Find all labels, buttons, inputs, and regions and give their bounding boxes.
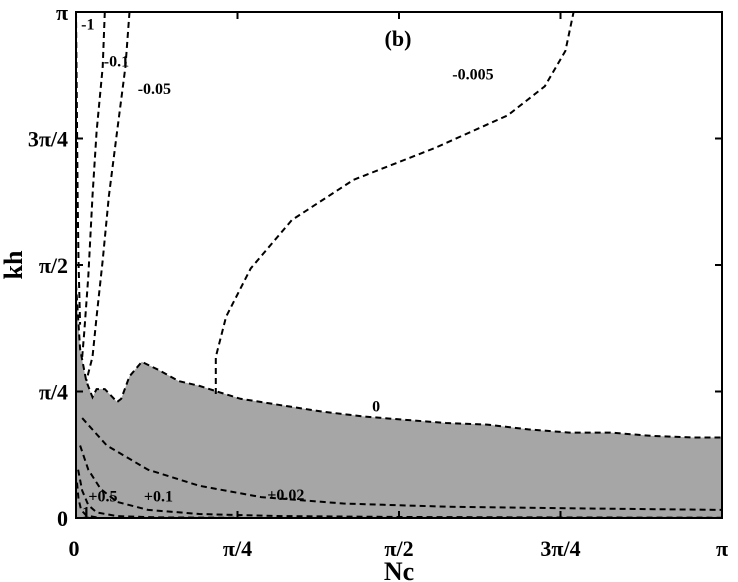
contour-label: 0 — [372, 398, 380, 415]
x-tick-label: 3π/4 — [540, 536, 580, 561]
x-tick-label: π — [716, 536, 728, 561]
contour-line-p0_02 — [81, 417, 722, 511]
contour-label: +0.02 — [267, 487, 304, 504]
plot-area — [76, 12, 722, 518]
y-axis-label: kh — [0, 250, 28, 279]
shaded-region — [76, 284, 722, 518]
contour-label: -0.005 — [452, 66, 493, 83]
x-tick-label: π/4 — [223, 536, 252, 561]
contour-line-m1 — [76, 12, 82, 325]
y-tick-label: 0 — [57, 506, 68, 531]
panel-label: (b) — [385, 26, 412, 51]
x-tick-label: 0 — [69, 536, 80, 561]
contour-label: +0.1 — [144, 488, 173, 505]
contour-label: -0.05 — [138, 81, 171, 98]
x-tick-label: π/2 — [384, 536, 413, 561]
contour-line-m0_005 — [214, 12, 575, 394]
contour-label: +0.5 — [88, 488, 117, 505]
y-tick-label: π/4 — [39, 379, 68, 404]
contour-label: 1 — [82, 505, 90, 522]
contour-line-0 — [76, 284, 722, 439]
contour-label: -0.1 — [104, 54, 129, 71]
contour-line-p1 — [76, 482, 97, 518]
y-tick-label: 3π/4 — [28, 126, 68, 151]
y-tick-label: π/2 — [39, 253, 68, 278]
contour-line-m0_05 — [85, 12, 131, 382]
x-axis-label: Nc — [384, 557, 414, 582]
y-tick-label: π — [56, 0, 68, 25]
contour-line-m0_1 — [81, 12, 106, 357]
contour-label: -1 — [81, 17, 94, 34]
